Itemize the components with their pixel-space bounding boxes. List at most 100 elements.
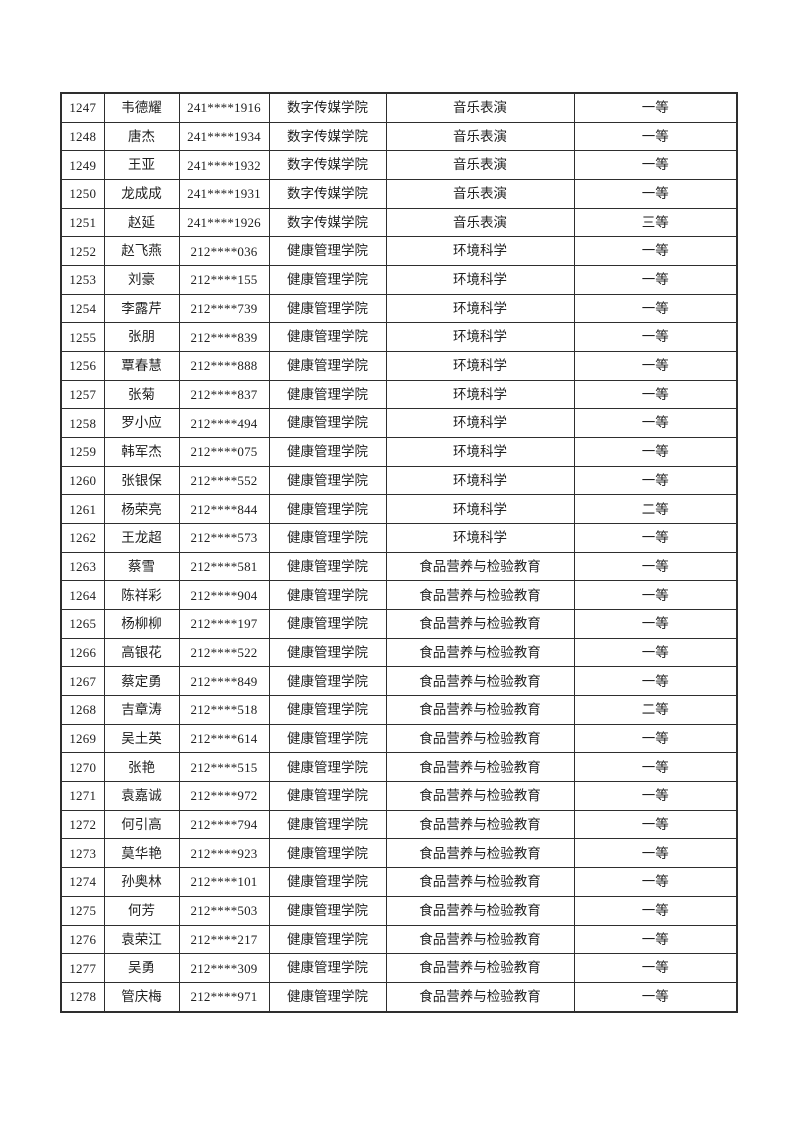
cell-major: 音乐表演	[385, 92, 575, 123]
table-row: 1272 何引高 212****794 健康管理学院 食品营养与检验教育 一等	[60, 809, 738, 840]
cell-college: 健康管理学院	[268, 752, 387, 783]
cell-no: 1275	[60, 895, 105, 926]
cell-student_id: 212****518	[178, 695, 270, 725]
cell-name: 张菊	[103, 379, 180, 410]
cell-no: 1269	[60, 723, 105, 754]
cell-college: 健康管理学院	[268, 723, 387, 754]
cell-college: 健康管理学院	[268, 781, 387, 811]
table-row: 1269 吴土英 212****614 健康管理学院 食品营养与检验教育 一等	[60, 723, 738, 754]
cell-name: 韦德耀	[103, 92, 180, 123]
cell-college: 健康管理学院	[268, 981, 387, 1013]
cell-student_id: 241****1916	[178, 92, 270, 123]
cell-award: 一等	[573, 953, 738, 983]
cell-student_id: 212****197	[178, 609, 270, 639]
cell-major: 食品营养与检验教育	[385, 809, 575, 840]
cell-major: 环境科学	[385, 351, 575, 381]
cell-name: 袁嘉诚	[103, 781, 180, 811]
cell-college: 健康管理学院	[268, 494, 387, 525]
cell-name: 罗小应	[103, 408, 180, 439]
cell-major: 环境科学	[385, 236, 575, 267]
cell-college: 健康管理学院	[268, 465, 387, 496]
cell-name: 张银保	[103, 465, 180, 496]
award-list-table: 1247 韦德耀 241****1916 数字传媒学院 音乐表演 一等 1248 唐杰 241*…	[60, 92, 738, 1013]
cell-award: 一等	[573, 179, 738, 209]
table-row: 1266 高银花 212****522 健康管理学院 食品营养与检验教育 一等	[60, 637, 738, 668]
cell-award: 一等	[573, 351, 738, 381]
cell-student_id: 241****1932	[178, 150, 270, 181]
cell-award: 一等	[573, 924, 738, 955]
cell-award: 二等	[573, 494, 738, 525]
cell-award: 一等	[573, 867, 738, 897]
table-row: 1247 韦德耀 241****1916 数字传媒学院 音乐表演 一等	[60, 92, 738, 123]
cell-college: 健康管理学院	[268, 379, 387, 410]
cell-major: 环境科学	[385, 322, 575, 353]
cell-student_id: 212****614	[178, 723, 270, 754]
cell-student_id: 212****309	[178, 953, 270, 983]
cell-college: 健康管理学院	[268, 895, 387, 926]
cell-student_id: 212****581	[178, 551, 270, 582]
cell-student_id: 212****522	[178, 637, 270, 668]
cell-student_id: 241****1926	[178, 207, 270, 238]
table-row: 1260 张银保 212****552 健康管理学院 环境科学 一等	[60, 465, 738, 496]
cell-name: 莫华艳	[103, 838, 180, 869]
cell-college: 数字传媒学院	[268, 179, 387, 209]
cell-name: 王龙超	[103, 523, 180, 553]
cell-college: 健康管理学院	[268, 351, 387, 381]
cell-award: 一等	[573, 752, 738, 783]
table-row: 1249 王亚 241****1932 数字传媒学院 音乐表演 一等	[60, 150, 738, 181]
cell-student_id: 212****217	[178, 924, 270, 955]
cell-major: 食品营养与检验教育	[385, 695, 575, 725]
table-row: 1275 何芳 212****503 健康管理学院 食品营养与检验教育 一等	[60, 895, 738, 926]
cell-student_id: 241****1931	[178, 179, 270, 209]
cell-name: 管庆梅	[103, 981, 180, 1013]
table-row: 1270 张艳 212****515 健康管理学院 食品营养与检验教育 一等	[60, 752, 738, 783]
cell-no: 1267	[60, 666, 105, 697]
cell-no: 1273	[60, 838, 105, 869]
cell-major: 环境科学	[385, 379, 575, 410]
cell-award: 一等	[573, 981, 738, 1013]
cell-name: 龙成成	[103, 179, 180, 209]
cell-name: 高银花	[103, 637, 180, 668]
cell-name: 杨荣亮	[103, 494, 180, 525]
cell-name: 杨柳柳	[103, 609, 180, 639]
cell-name: 袁荣江	[103, 924, 180, 955]
table-row: 1277 吴勇 212****309 健康管理学院 食品营养与检验教育 一等	[60, 953, 738, 983]
cell-college: 健康管理学院	[268, 666, 387, 697]
cell-no: 1268	[60, 695, 105, 725]
cell-student_id: 212****888	[178, 351, 270, 381]
cell-student_id: 241****1934	[178, 121, 270, 152]
cell-student_id: 212****515	[178, 752, 270, 783]
cell-major: 音乐表演	[385, 207, 575, 238]
cell-major: 音乐表演	[385, 179, 575, 209]
cell-name: 陈祥彩	[103, 580, 180, 611]
cell-college: 健康管理学院	[268, 695, 387, 725]
table-row: 1265 杨柳柳 212****197 健康管理学院 食品营养与检验教育 一等	[60, 609, 738, 639]
cell-award: 一等	[573, 666, 738, 697]
cell-name: 吉章涛	[103, 695, 180, 725]
table-row: 1274 孙奥林 212****101 健康管理学院 食品营养与检验教育 一等	[60, 867, 738, 897]
table-row: 1264 陈祥彩 212****904 健康管理学院 食品营养与检验教育 一等	[60, 580, 738, 611]
cell-student_id: 212****503	[178, 895, 270, 926]
cell-no: 1274	[60, 867, 105, 897]
cell-award: 一等	[573, 895, 738, 926]
table-row: 1253 刘豪 212****155 健康管理学院 环境科学 一等	[60, 265, 738, 295]
cell-college: 健康管理学院	[268, 408, 387, 439]
cell-award: 一等	[573, 723, 738, 754]
cell-award: 一等	[573, 580, 738, 611]
cell-college: 健康管理学院	[268, 609, 387, 639]
cell-major: 环境科学	[385, 523, 575, 553]
cell-name: 蔡雪	[103, 551, 180, 582]
cell-college: 健康管理学院	[268, 838, 387, 869]
cell-award: 一等	[573, 150, 738, 181]
table-row: 1268 吉章涛 212****518 健康管理学院 食品营养与检验教育 二等	[60, 695, 738, 725]
table-row: 1255 张朋 212****839 健康管理学院 环境科学 一等	[60, 322, 738, 353]
cell-college: 健康管理学院	[268, 580, 387, 611]
cell-college: 健康管理学院	[268, 867, 387, 897]
cell-no: 1262	[60, 523, 105, 553]
cell-student_id: 212****972	[178, 781, 270, 811]
cell-major: 环境科学	[385, 265, 575, 295]
cell-major: 食品营养与检验教育	[385, 551, 575, 582]
table-row: 1262 王龙超 212****573 健康管理学院 环境科学 一等	[60, 523, 738, 553]
table-row: 1267 蔡定勇 212****849 健康管理学院 食品营养与检验教育 一等	[60, 666, 738, 697]
